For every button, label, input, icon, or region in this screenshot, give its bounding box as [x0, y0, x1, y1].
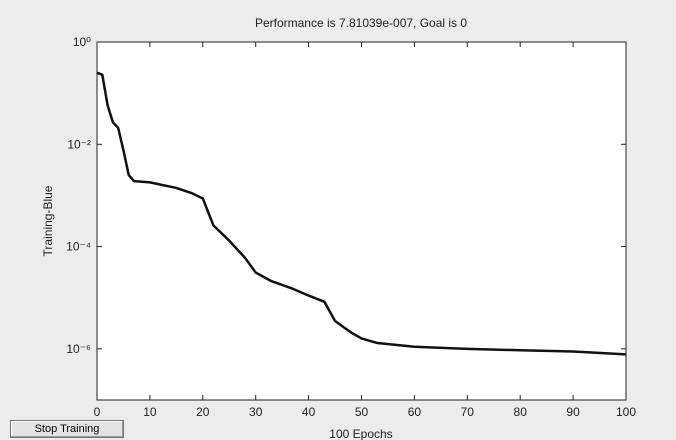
x-tick-label: 10 [143, 405, 157, 419]
y-tick-label: 10⁻² [67, 137, 91, 151]
x-tick-label: 60 [408, 405, 422, 419]
y-tick-label: 10⁻⁴ [66, 240, 91, 254]
x-axis-label: 100 Epochs [329, 427, 392, 440]
x-tick-label: 30 [249, 405, 263, 419]
x-tick-label: 40 [302, 405, 316, 419]
y-tick-label: 10⁰ [73, 35, 91, 49]
x-tick-label: 50 [355, 405, 369, 419]
x-tick-label: 20 [196, 405, 210, 419]
x-tick-label: 0 [94, 405, 101, 419]
x-tick-label: 100 [616, 405, 636, 419]
stop-training-button[interactable]: Stop Training [10, 420, 124, 438]
y-axis-label: Training-Blue [41, 185, 55, 256]
x-tick-label: 80 [514, 405, 528, 419]
chart-title: Performance is 7.81039e-007, Goal is 0 [255, 16, 467, 30]
plot-area [96, 41, 627, 401]
training-line [96, 71, 627, 356]
y-tick-label: 10⁻⁶ [66, 342, 91, 356]
x-tick-label: 70 [461, 405, 475, 419]
x-tick-label: 90 [566, 405, 580, 419]
